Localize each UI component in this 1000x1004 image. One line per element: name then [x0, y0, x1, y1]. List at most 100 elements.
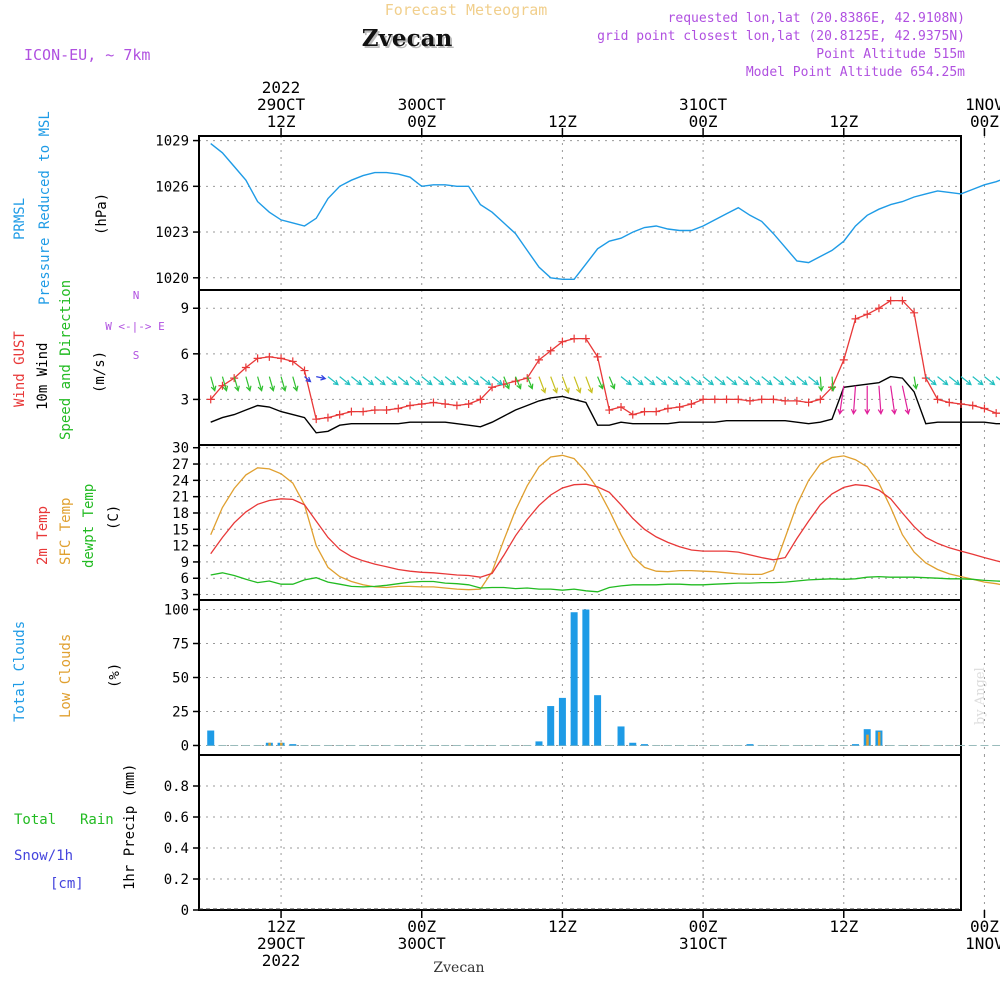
wind-direction-arrow [597, 376, 604, 390]
y-tick-label: 0.8 [164, 779, 189, 795]
wind-direction-arrow [890, 385, 897, 415]
wind-direction-arrow [773, 376, 785, 386]
wind-gust-point [323, 413, 332, 422]
dewpt-temp-line [210, 572, 1000, 593]
wind-gust-point [546, 346, 555, 355]
wind-gust-point [476, 395, 485, 404]
wind-direction-arrow [620, 376, 633, 386]
wind-gust-point [452, 401, 461, 410]
chart-plot-area: 1020102310261029369369121518212427300255… [155, 78, 1000, 970]
wind-direction-arrow [808, 376, 820, 386]
label-wind-gust: Wind GUST [12, 331, 28, 407]
top-time-label: 1NOV [965, 95, 1000, 114]
label-total-clouds: Total Clouds [12, 621, 28, 722]
wind-gust-point [617, 403, 626, 412]
y-tick-label: 75 [172, 637, 189, 653]
label-10m-wind: 10m Wind [35, 343, 51, 410]
wind-direction-arrow [679, 376, 691, 386]
bottom-time-label: 12Z [548, 917, 577, 936]
wind-direction-arrow [726, 376, 738, 386]
wind-direction-arrow [995, 376, 1000, 381]
bottom-time-label: 12Z [267, 917, 296, 936]
y-tick-label: 30 [172, 441, 189, 457]
top-time-label: 00Z [407, 112, 436, 131]
point-altitude: Point Altitude 515m [816, 47, 965, 62]
y-tick-label: 1029 [155, 134, 189, 150]
top-time-label: 29OCT [257, 95, 306, 114]
total-cloud-bar [582, 609, 590, 746]
credit-watermark: by Angel [973, 667, 988, 725]
y-tick-label: 1020 [155, 271, 189, 287]
wind-direction-arrow [837, 385, 845, 415]
wind-direction-arrow [479, 376, 492, 386]
label-total: Total [14, 812, 56, 828]
product-title: Forecast Meteogram [385, 1, 548, 19]
wind-gust-point [206, 395, 215, 404]
temp-2m-line [210, 483, 1000, 578]
label-prmsl: PRMSL [12, 198, 28, 240]
wind-gust-point [816, 395, 825, 404]
wind-direction-arrow [456, 376, 468, 386]
wind-direction-arrow [221, 376, 229, 392]
wind-direction-arrow [667, 376, 679, 386]
label-ms: (m/s) [92, 351, 108, 393]
wind-direction-arrow [538, 376, 547, 394]
wind-gust-point [968, 401, 977, 410]
wind-gust-point [570, 334, 579, 343]
wind-direction-arrow [690, 376, 703, 386]
bottom-time-label: 1NOV [965, 934, 1000, 953]
label-hpa: (hPa) [94, 193, 110, 235]
wind-10m-line [210, 375, 1000, 434]
wind-direction-arrow [644, 376, 656, 386]
wind-gust-point [417, 399, 426, 408]
wind-gust-point [394, 404, 403, 413]
wind-direction-arrow [268, 376, 276, 392]
wind-gust-point [910, 308, 919, 317]
wind-gust-point [851, 314, 860, 323]
wind-gust-point [980, 404, 989, 413]
wind-gust-point [839, 355, 848, 364]
wind-gust-point [370, 406, 379, 415]
wind-gust-point [558, 337, 567, 346]
low-cloud-bar [866, 734, 869, 746]
wind-gust-point [792, 396, 801, 405]
wind-direction-arrow [948, 376, 961, 386]
wind-gust-point [663, 404, 672, 413]
wind-direction-arrow [937, 376, 949, 386]
wind-direction-arrow [327, 376, 339, 386]
bottom-time-label: 00Z [689, 917, 718, 936]
wind-direction-arrow [397, 376, 410, 386]
bottom-time-label: 29OCT [257, 934, 306, 953]
top-time-label: 00Z [689, 112, 718, 131]
compass-s: S [133, 349, 140, 362]
wind-direction-arrow [526, 376, 534, 390]
model-altitude: Model Point Altitude 654.25m [746, 65, 965, 80]
total-cloud-bar [617, 726, 625, 746]
wind-gust-point [335, 410, 344, 419]
wind-direction-arrow [585, 376, 594, 394]
wind-gust-point [722, 395, 731, 404]
bottom-time-label: 31OCT [679, 934, 728, 953]
wind-gust-point [957, 399, 965, 408]
wind-direction-arrow [374, 376, 386, 386]
total-cloud-bar [851, 744, 859, 746]
wind-direction-arrow [233, 376, 240, 392]
wind-direction-arrow [749, 376, 761, 386]
wind-direction-arrow [433, 376, 445, 386]
top-time-label: 00Z [970, 112, 999, 131]
wind-direction-arrow [386, 376, 398, 386]
total-cloud-bar [570, 612, 578, 746]
wind-direction-arrow [339, 376, 351, 386]
wind-gust-point [359, 407, 368, 416]
top-time-label: 30OCT [398, 95, 447, 114]
wind-gust-point [605, 406, 614, 415]
wind-direction-arrow [503, 376, 510, 390]
wind-gust-point [593, 352, 602, 361]
total-cloud-bar [547, 706, 555, 746]
top-time-label: 12Z [267, 112, 296, 131]
y-tick-label: 9 [181, 555, 189, 571]
wind-gust-point [640, 407, 649, 416]
bottom-time-label: 00Z [970, 917, 999, 936]
location-title: Zvecan [362, 25, 453, 52]
